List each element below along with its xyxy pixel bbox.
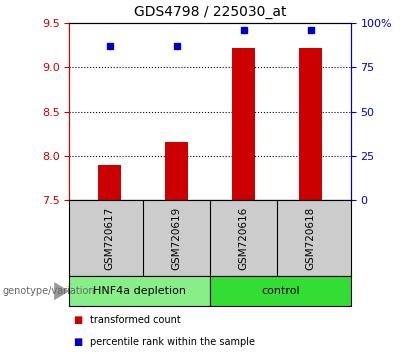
- Text: GSM720616: GSM720616: [239, 206, 249, 270]
- Text: control: control: [261, 286, 299, 296]
- Text: genotype/variation: genotype/variation: [2, 286, 95, 296]
- Text: GSM720619: GSM720619: [171, 206, 181, 270]
- Text: GSM720618: GSM720618: [305, 206, 315, 270]
- Polygon shape: [54, 282, 69, 300]
- Bar: [69, 276, 210, 306]
- Text: transformed count: transformed count: [90, 315, 181, 325]
- Bar: [98, 165, 121, 200]
- Text: GSM720617: GSM720617: [105, 206, 115, 270]
- Title: GDS4798 / 225030_at: GDS4798 / 225030_at: [134, 5, 286, 19]
- Bar: [210, 276, 351, 306]
- Text: ■: ■: [74, 315, 83, 325]
- Bar: [232, 48, 255, 200]
- Bar: [299, 48, 322, 200]
- Text: percentile rank within the sample: percentile rank within the sample: [90, 337, 255, 347]
- Text: HNF4a depletion: HNF4a depletion: [93, 286, 186, 296]
- Text: ■: ■: [74, 337, 83, 347]
- Bar: [165, 142, 188, 200]
